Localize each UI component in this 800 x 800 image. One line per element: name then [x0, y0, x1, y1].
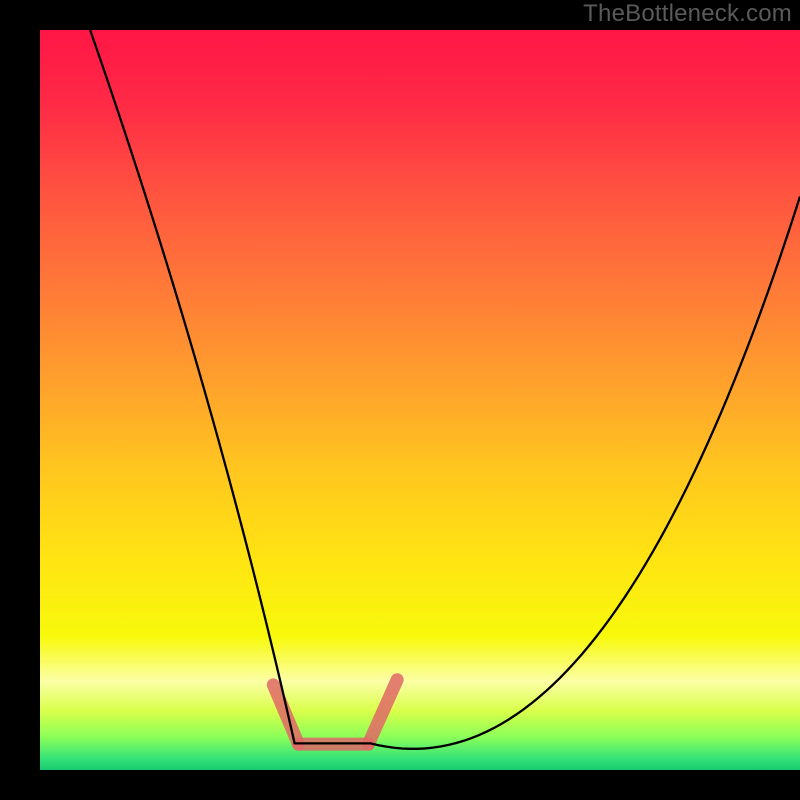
outer-frame: TheBottleneck.com [0, 0, 800, 800]
bottleneck-chart [0, 0, 800, 800]
gradient-background [40, 30, 800, 770]
watermark-text: TheBottleneck.com [583, 0, 792, 28]
